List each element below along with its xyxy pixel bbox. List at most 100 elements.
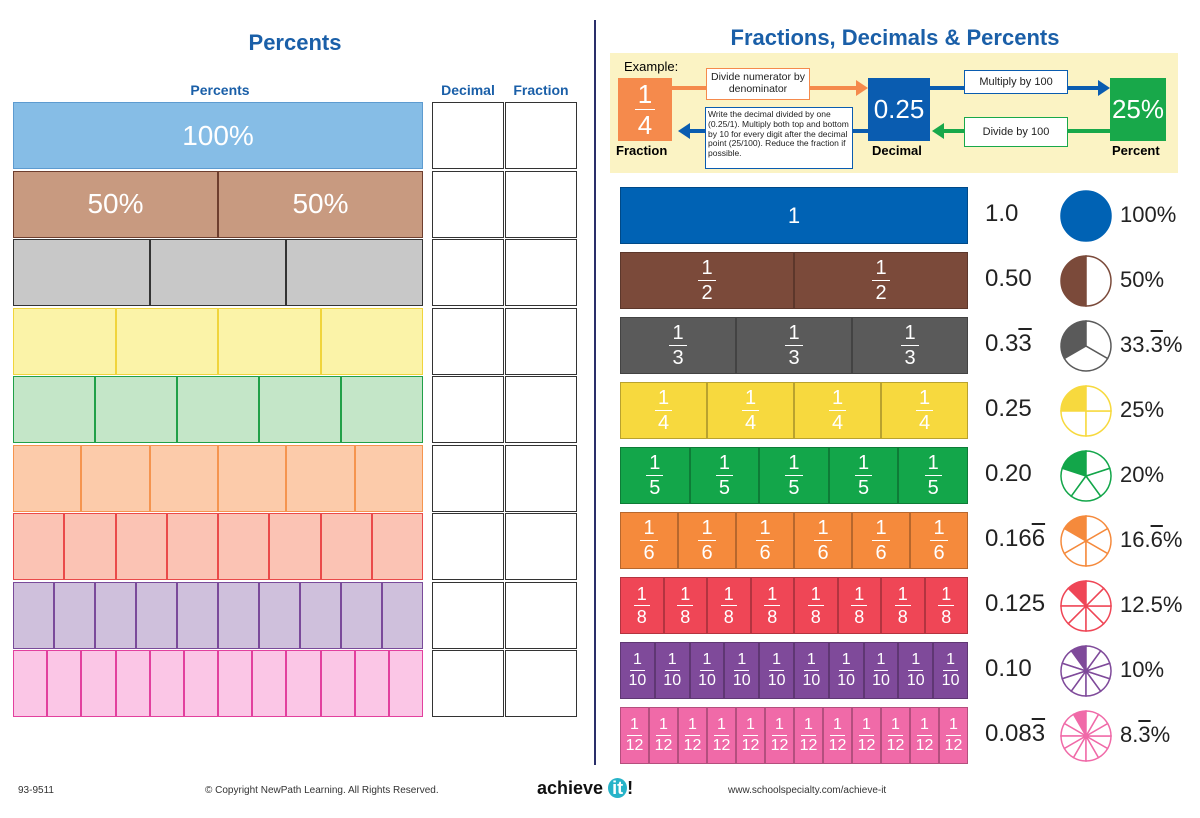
percent-bar-segment: 100% xyxy=(13,102,423,169)
fdp-title: Fractions, Decimals & Percents xyxy=(730,25,1060,50)
denominator: 6 xyxy=(817,542,829,564)
denominator: 2 xyxy=(875,282,887,304)
numerator: 1 xyxy=(769,652,785,671)
denominator: 2 xyxy=(701,282,713,304)
percent-bar-segment xyxy=(388,650,424,717)
denominator: 8 xyxy=(810,607,821,627)
fraction-answer-box[interactable] xyxy=(505,307,577,375)
percent-value: 16.6% xyxy=(1120,527,1183,552)
percent-bar-segment xyxy=(115,307,218,375)
fraction-answer-box[interactable] xyxy=(505,102,577,169)
decimal-value: 0.083 xyxy=(985,720,1046,747)
fraction-answer-box[interactable] xyxy=(505,444,577,512)
denominator: 4 xyxy=(831,412,844,434)
percent-value: 20% xyxy=(1120,462,1165,487)
decimal-answer-box[interactable] xyxy=(432,513,504,580)
numerator: 1 xyxy=(772,717,787,736)
percent-bar-row: 50% 50% xyxy=(13,170,423,238)
percent-bar-segment xyxy=(183,650,219,717)
fraction-pie-icon xyxy=(1060,320,1112,372)
numerator: 1 xyxy=(915,388,934,411)
percent-bar-segment xyxy=(13,239,150,306)
example-label: Example: xyxy=(624,59,679,74)
percent-bar-segment xyxy=(218,513,270,580)
decimal-answer-box[interactable] xyxy=(432,239,504,306)
decimal-answer-box[interactable] xyxy=(432,307,504,375)
percent-bar-segment xyxy=(115,650,150,717)
denominator: 10 xyxy=(906,672,925,689)
fraction-answer-box[interactable] xyxy=(505,513,577,580)
percents-title: Percents xyxy=(248,30,342,55)
numerator: 1 xyxy=(855,453,873,476)
fraction-bar-segment: 1 12 xyxy=(620,707,649,764)
decimal-answer-box[interactable] xyxy=(432,102,504,169)
decimal-answer-box[interactable] xyxy=(432,650,504,717)
arrow-head-icon xyxy=(1098,80,1110,96)
pie-slice xyxy=(1085,710,1100,739)
pie-slice xyxy=(1063,345,1109,372)
fraction-answer-box[interactable] xyxy=(505,170,577,238)
denominator: 10 xyxy=(628,672,647,689)
percent-bar-row xyxy=(13,307,423,375)
fraction-answer-box[interactable] xyxy=(505,376,577,443)
percent-bar-segment xyxy=(81,650,116,717)
percent-bar-segment: 50% xyxy=(218,170,423,238)
fraction-answer-box[interactable] xyxy=(505,650,577,717)
divider xyxy=(594,20,596,765)
decimal-answer-box[interactable] xyxy=(432,376,504,443)
numerator: 1 xyxy=(698,518,716,541)
arrow-head-icon xyxy=(856,80,868,96)
denominator: 12 xyxy=(683,737,702,754)
decimal-value: 0.166 xyxy=(985,525,1046,552)
step-divide-box: Divide numerator by denominator xyxy=(706,68,810,100)
numerator: 1 xyxy=(930,518,948,541)
decimal-value: 0.125 xyxy=(985,590,1046,617)
percent-value: 25% xyxy=(1120,397,1165,422)
fraction-label: 1 12 xyxy=(887,717,905,754)
fraction-pie-icon xyxy=(1060,645,1112,697)
percent-bar-segment xyxy=(13,444,82,512)
percent-bar-segment xyxy=(382,581,423,649)
decimal-answer-box[interactable] xyxy=(432,170,504,238)
denominator: 8 xyxy=(680,607,691,627)
percent-bar-segment xyxy=(286,239,424,306)
fraction-pie-icon xyxy=(1060,255,1112,307)
percent-value: 8.3% xyxy=(1120,722,1171,747)
fraction-label: 1 12 xyxy=(858,717,876,754)
denominator: 4 xyxy=(637,110,653,140)
numerator: 1 xyxy=(803,652,819,671)
fraction-label: 1 12 xyxy=(945,717,963,754)
denominator: 8 xyxy=(636,607,647,627)
percent-bar-segment: 50% xyxy=(13,170,218,238)
percent-bar-segment xyxy=(259,581,300,649)
fraction-bar-segment: 1 12 xyxy=(707,707,736,764)
numerator: 1 xyxy=(677,585,694,606)
denominator: 4 xyxy=(918,412,931,434)
percent-value: 100% xyxy=(1120,202,1177,227)
fraction-label: 1 12 xyxy=(916,717,934,754)
denominator: 12 xyxy=(915,737,934,754)
percent-value: 10% xyxy=(1120,657,1165,682)
denominator: 8 xyxy=(767,607,778,627)
step-divide100-box: Divide by 100 xyxy=(964,117,1068,147)
decimal-answer-box[interactable] xyxy=(432,581,504,649)
decimal-answer-box[interactable] xyxy=(432,444,504,512)
numerator: 1 xyxy=(873,652,889,671)
numerator: 1 xyxy=(698,258,716,281)
denominator: 6 xyxy=(875,542,887,564)
fraction-answer-box[interactable] xyxy=(505,581,577,649)
fraction-answer-box[interactable] xyxy=(505,239,577,306)
denominator: 12 xyxy=(741,737,760,754)
numerator: 1 xyxy=(872,258,890,281)
